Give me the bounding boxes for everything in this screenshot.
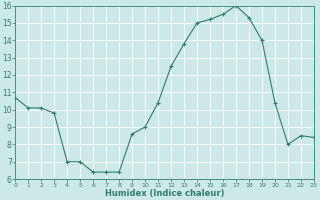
X-axis label: Humidex (Indice chaleur): Humidex (Indice chaleur) — [105, 189, 224, 198]
